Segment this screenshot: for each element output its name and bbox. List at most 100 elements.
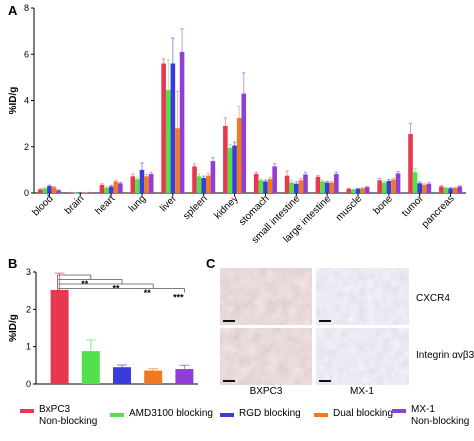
bar-a: [227, 147, 233, 193]
category-label-a: tumor: [400, 193, 426, 219]
category-label-a: liver: [158, 193, 179, 214]
bar-a: [289, 182, 294, 193]
scale-bar: [223, 320, 235, 322]
bar-a: [73, 192, 78, 194]
category-label-a: blood: [30, 193, 55, 218]
bar-a: [377, 180, 382, 193]
bar-a: [267, 179, 273, 193]
bar-a: [386, 180, 392, 193]
bar-a: [210, 161, 216, 193]
scale-bar: [223, 380, 235, 382]
y-tick-label-a: 0: [24, 188, 29, 198]
bar-a: [381, 182, 387, 193]
bar-a: [165, 90, 171, 193]
bar-a: [426, 183, 432, 193]
category-label-a: muscle: [334, 193, 364, 223]
legend-swatch: [220, 413, 234, 417]
bar-a: [170, 63, 176, 193]
bar-a: [87, 192, 92, 194]
bar-a: [144, 176, 149, 193]
significance-label: **: [144, 288, 152, 298]
legend-label: Dual blocking: [333, 408, 394, 419]
bar-a: [303, 174, 308, 193]
bar-a: [284, 175, 290, 193]
bar-a: [99, 184, 105, 193]
legend: BxPC3 Non-blocking AMD3100 blocking RGD …: [0, 396, 474, 441]
bar-a: [253, 174, 259, 193]
micrograph-bxpc3-cxcr4: [220, 268, 312, 325]
y-tick-label-a: 2: [24, 142, 29, 152]
bar-a: [360, 188, 365, 193]
bar-a: [334, 174, 339, 193]
legend-item: RGD blocking: [220, 408, 301, 420]
bar-a: [439, 186, 444, 193]
bar-a: [452, 187, 458, 193]
legend-item: BxPC3 Non-blocking: [20, 404, 97, 428]
bar-a: [130, 176, 136, 193]
y-axis-label-a: %ID/g: [8, 87, 19, 115]
bar-a: [443, 187, 449, 193]
bar-a: [448, 188, 453, 193]
legend-label: AMD3100 blocking: [129, 408, 213, 419]
legend-label: MX-1 Non-blocking: [411, 404, 470, 427]
bar-a: [51, 187, 57, 193]
micrograph-mx1-integrin: [316, 328, 409, 385]
bar-a: [241, 93, 247, 193]
bar-a: [104, 187, 109, 193]
bar-a: [351, 189, 356, 193]
col-label-bxpc3: BXPC3: [250, 386, 283, 396]
y-tick-label-a: 4: [24, 96, 29, 106]
legend-swatch: [314, 413, 328, 417]
bar-b: [113, 367, 131, 384]
bar-b: [144, 370, 163, 384]
bar-a: [329, 182, 335, 193]
bar-a: [346, 188, 352, 193]
bar-a: [364, 187, 370, 193]
category-label-a: heart: [93, 193, 117, 217]
legend-swatch: [20, 409, 34, 413]
category-label-a: spleen: [181, 193, 210, 222]
bar-a: [324, 182, 330, 193]
row-label-cxcr4: CXCR4: [416, 293, 450, 304]
figure-canvas: A B C 0 2 4 6 8 %ID/g blood brain heart lung liver…: [8, 3, 474, 396]
category-label-a: bone: [371, 193, 395, 217]
micrograph-bxpc3-integrin: [220, 328, 312, 385]
bar-a: [161, 63, 166, 193]
bar-a: [457, 186, 463, 193]
bar-a: [139, 169, 145, 193]
micrograph-mx1-cxcr4: [316, 268, 409, 325]
bar-a: [135, 179, 140, 193]
bar-a: [37, 189, 43, 193]
bar-a: [196, 176, 202, 193]
bar-a: [236, 117, 242, 193]
bar-a: [417, 183, 423, 193]
bar-a: [148, 174, 154, 193]
bar-a: [412, 172, 418, 193]
legend-item: AMD3100 blocking: [110, 408, 213, 420]
micrograph-panel: CXCR4 Integrin αvβ3 BXPC3 MX-1: [220, 268, 474, 396]
bar-a: [263, 181, 268, 193]
bar-a: [223, 125, 228, 193]
bar-b: [81, 351, 100, 384]
bar-a: [391, 179, 396, 193]
bar-a: [175, 128, 180, 193]
chart-a: 0 2 4 6 8 %ID/g blood brain heart lung liver spleen…: [8, 3, 466, 246]
panel-letter-b: B: [8, 256, 17, 271]
y-tick-label-a: 6: [24, 49, 29, 59]
y-axis-label-b: %ID/g: [8, 314, 19, 342]
bar-a: [82, 192, 88, 194]
y-tick-label-a: 8: [24, 3, 29, 13]
bar-b: [50, 289, 69, 384]
bar-a: [232, 145, 237, 193]
category-label-a: pancreas: [420, 193, 457, 230]
bar-a: [42, 188, 48, 193]
legend-label: RGD blocking: [239, 408, 301, 419]
bar-a: [56, 190, 61, 193]
significance-label: ***: [173, 293, 184, 303]
bar-a: [272, 166, 277, 193]
bar-a: [192, 166, 197, 193]
bar-a: [355, 188, 361, 193]
category-label-a: kidney: [212, 193, 240, 221]
bar-a: [298, 180, 304, 193]
y-tick-label-b: 2: [26, 304, 31, 314]
